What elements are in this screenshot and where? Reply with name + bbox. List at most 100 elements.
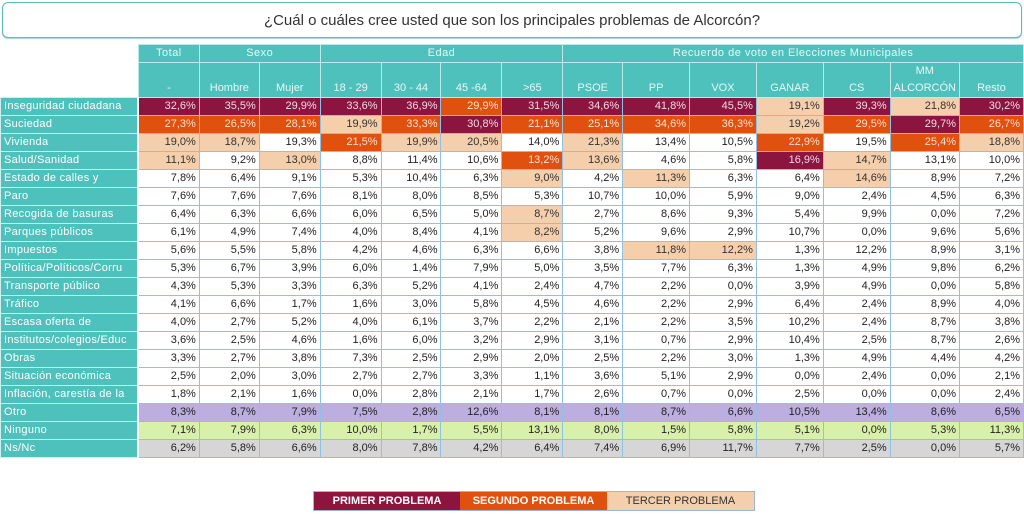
table-row: Suciedad 27,3% 26,5% 28,1% 19,9% 33,3% 30,8% 21… [0, 115, 1024, 134]
value-cell: 10,2% [755, 313, 824, 332]
value-cell: 3,8% [258, 349, 321, 368]
value-cell: 6,3% [689, 259, 757, 278]
value-cell: 8,3% [137, 403, 200, 422]
value-cell: 13,1% [889, 151, 960, 170]
row-label: Inflación, carestía de la [0, 385, 140, 404]
value-cell: 14,0% [501, 133, 564, 152]
value-cell: 9,1% [258, 169, 321, 188]
value-cell: 7,3% [319, 349, 382, 368]
value-cell: 8,6% [622, 205, 691, 224]
value-cell: 36,3% [689, 115, 757, 134]
value-cell: 5,8% [258, 241, 321, 260]
value-cell: 12,6% [440, 403, 503, 422]
value-cell: 29,9% [440, 97, 503, 116]
value-cell: 7,9% [198, 421, 260, 440]
value-cell: 3,0% [258, 367, 321, 386]
value-cell: 19,5% [822, 133, 891, 152]
row-label: Inseguridad ciudadana [0, 97, 140, 116]
column-header: Resto [958, 62, 1024, 98]
value-cell: 31,5% [501, 97, 564, 116]
value-cell: 12,2% [822, 241, 891, 260]
value-cell: 9,0% [755, 187, 824, 206]
value-cell: 4,2% [562, 169, 624, 188]
value-cell: 2,7% [380, 367, 442, 386]
value-cell: 6,6% [258, 439, 321, 458]
value-cell: 4,1% [440, 223, 503, 242]
value-cell: 7,2% [958, 205, 1024, 224]
value-cell: 8,0% [319, 439, 382, 458]
value-cell: 4,1% [137, 295, 200, 314]
value-cell: 4,5% [501, 295, 564, 314]
value-cell: 2,7% [319, 367, 382, 386]
value-cell: 6,1% [380, 313, 442, 332]
value-cell: 14,6% [822, 169, 891, 188]
table-row: Ninguno 7,1% 7,9% 6,3% 10,0% 1,7% 5,5% 13,1% 8,0… [0, 421, 1024, 440]
value-cell: 5,3% [889, 421, 960, 440]
value-cell: 8,2% [501, 223, 564, 242]
row-label: Política/Políticos/Corru [0, 259, 140, 278]
value-cell: 6,4% [755, 169, 824, 188]
value-cell: 7,7% [755, 439, 824, 458]
value-cell: 3,1% [958, 241, 1024, 260]
row-label: Transporte público [0, 277, 140, 296]
value-cell: 29,9% [258, 97, 321, 116]
value-cell: 30,8% [440, 115, 503, 134]
value-cell: 45,5% [689, 97, 757, 116]
value-cell: 3,5% [562, 259, 624, 278]
value-cell: 32,6% [137, 97, 200, 116]
value-cell: 5,7% [958, 439, 1024, 458]
table-row: Otro 8,3% 8,7% 7,9% 7,5% 2,8% 12,6% 8,1% 8,1% 8,7… [0, 403, 1024, 422]
value-cell: 11,8% [622, 241, 691, 260]
value-cell: 5,2% [380, 277, 442, 296]
value-cell: 2,1% [440, 385, 503, 404]
value-cell: 0,0% [689, 277, 757, 296]
column-header: CS [822, 62, 891, 98]
column-header-row: - Hombre Mujer 18 - 29 30 - 44 45 -64 >65 PSOE P… [0, 62, 1024, 98]
value-cell: 20,5% [440, 133, 503, 152]
value-cell: 0,0% [822, 385, 891, 404]
value-cell: 8,4% [380, 223, 442, 242]
value-cell: 5,4% [755, 205, 824, 224]
row-label: Recogida de basuras [0, 205, 140, 224]
value-cell: 6,1% [137, 223, 200, 242]
value-cell: 6,3% [440, 241, 503, 260]
value-cell: 11,7% [689, 439, 757, 458]
value-cell: 9,9% [822, 205, 891, 224]
value-cell: 8,0% [380, 187, 442, 206]
value-cell: 1,6% [258, 385, 321, 404]
value-cell: 2,4% [822, 313, 891, 332]
table-row: Obras 3,3% 2,7% 3,8% 7,3% 2,5% 2,9% 2,0% 2,5% 2,2… [0, 349, 1024, 368]
value-cell: 2,1% [958, 367, 1024, 386]
value-cell: 5,6% [958, 223, 1024, 242]
value-cell: 0,0% [319, 385, 382, 404]
value-cell: 5,1% [622, 367, 691, 386]
value-cell: 7,6% [198, 187, 260, 206]
value-cell: 2,2% [622, 295, 691, 314]
value-cell: 3,1% [562, 331, 624, 350]
value-cell: 6,3% [689, 169, 757, 188]
value-cell: 6,0% [319, 205, 382, 224]
value-cell: 10,5% [689, 133, 757, 152]
value-cell: 19,0% [137, 133, 200, 152]
value-cell: 3,5% [689, 313, 757, 332]
value-cell: 4,0% [958, 295, 1024, 314]
column-header: >65 [501, 62, 564, 98]
value-cell: 18,7% [198, 133, 260, 152]
value-cell: 2,5% [380, 349, 442, 368]
value-cell: 5,8% [440, 295, 503, 314]
value-cell: 2,1% [198, 385, 260, 404]
value-cell: 4,9% [198, 223, 260, 242]
value-cell: 2,7% [198, 349, 260, 368]
table-row: Transporte público 4,3% 5,3% 3,3% 6,3% 5,2% 4,… [0, 277, 1024, 296]
value-cell: 5,3% [501, 187, 564, 206]
value-cell: 5,9% [689, 187, 757, 206]
value-cell: 19,3% [258, 133, 321, 152]
value-cell: 0,0% [755, 367, 824, 386]
value-cell: 8,6% [889, 403, 960, 422]
table-row: Ns/Nc 6,2% 5,8% 6,6% 8,0% 7,8% 4,2% 6,4% 7,4% 6,9… [0, 439, 1024, 458]
value-cell: 2,0% [198, 367, 260, 386]
legend: PRIMER PROBLEMA SEGUNDO PROBLEMA TERCER … [313, 491, 755, 511]
value-cell: 1,6% [319, 295, 382, 314]
value-cell: 9,0% [501, 169, 564, 188]
value-cell: 0,0% [822, 223, 891, 242]
